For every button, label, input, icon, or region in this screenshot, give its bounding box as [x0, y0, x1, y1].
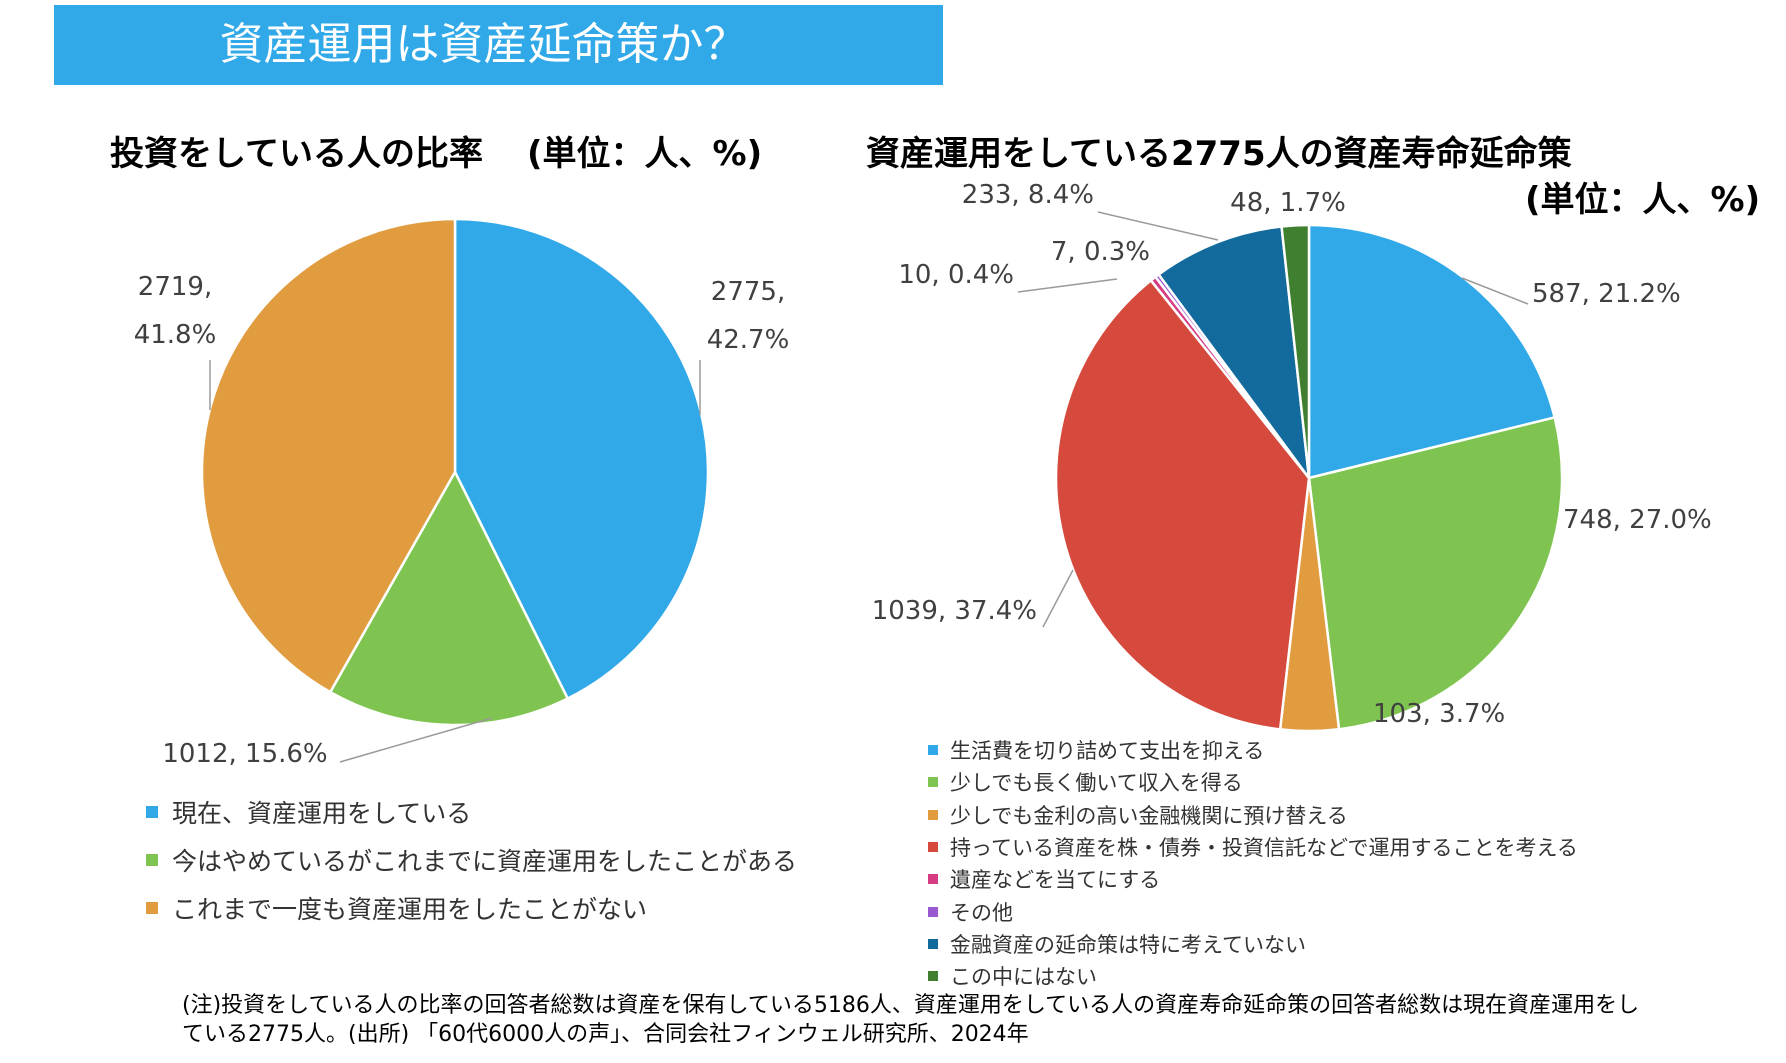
left-slice-2 — [328, 470, 569, 727]
left-legend-item-1: 現在、資産運用をしている — [146, 788, 797, 836]
right-slice-7 — [1157, 225, 1311, 480]
left-data-label-2: 1012, 15.6% — [162, 739, 327, 769]
left-legend-item-3: これまで一度も資産運用をしたことがない — [146, 884, 797, 932]
right-legend-item-2: 少しでも長く働いて収入を得る — [928, 766, 1578, 798]
right-legend-label-2: 少しでも長く働いて収入を得る — [950, 771, 1243, 796]
right-data-label-5: 10, 0.4% — [898, 260, 1014, 290]
right-legend-label-7: 金融資産の延命策は特に考えていない — [950, 932, 1306, 957]
left-chart-title-text: 投資をしている人の比率 — [110, 134, 483, 174]
right-legend-item-6: その他 — [928, 895, 1578, 927]
right-legend-item-1: 生活費を切り詰めて支出を抑える — [928, 734, 1578, 766]
right-legend-label-4: 持っている資産を株・債券・投資信託などで運用することを考える — [950, 836, 1578, 861]
left-legend-swatch-2 — [146, 854, 158, 866]
left-legend-label-3: これまで一度も資産運用をしたことがない — [172, 895, 648, 924]
right-legend-swatch-6 — [928, 906, 938, 917]
left-legend-item-2: 今はやめているがこれまでに資産運用をしたことがある — [146, 836, 797, 884]
right-legend-label-3: 少しでも金利の高い金融機関に預け替える — [950, 803, 1348, 828]
left-slice-1 — [453, 217, 710, 700]
left-legend-swatch-3 — [146, 902, 158, 914]
right-leader-line-5 — [1017, 278, 1118, 293]
footnote-line-1: (注)投資をしている人の比率の回答者総数は資産を保有している5186人、資産運用… — [182, 993, 1640, 1018]
right-legend-swatch-4 — [928, 842, 938, 853]
right-legend-swatch-7 — [928, 938, 938, 949]
right-chart-title: 資産運用をしている2775人の資産寿命延命策 — [866, 134, 1572, 174]
right-legend-item-3: 少しでも金利の高い金融機関に預け替える — [928, 799, 1578, 831]
right-legend-label-5: 遺産などを当てにする — [950, 868, 1161, 893]
right-data-label-8: 48, 1.7% — [1230, 188, 1346, 218]
right-legend-item-5: 遺産などを当てにする — [928, 863, 1578, 895]
right-chart-unit: (単位：人、%) — [1525, 180, 1761, 220]
right-legend-swatch-1 — [928, 745, 938, 756]
right-leader-line-7 — [1097, 211, 1219, 241]
right-data-label-2: 748, 27.0% — [1563, 505, 1712, 535]
left-legend: 現在、資産運用をしている今はやめているがこれまでに資産運用をしたことがある これま… — [146, 788, 797, 932]
left-chart-unit: (単位：人、%) — [526, 134, 763, 174]
right-legend-swatch-8 — [928, 971, 938, 982]
left-legend-label-2: 今はやめているがこれまでに資産運用をしたことがある — [172, 847, 798, 876]
left-data-label-3: 2719, 41.8% — [134, 272, 217, 350]
right-legend-label-6: その他 — [950, 900, 1013, 925]
right-legend: 生活費を切り詰めて支出を抑える 少しでも長く働いて収入を得る少しでも金利の高い金融… — [928, 734, 1578, 992]
right-legend-label-1: 生活費を切り詰めて支出を抑える — [950, 739, 1265, 764]
right-legend-item-8: この中にはない — [928, 960, 1578, 992]
right-data-label-4: 1039, 37.4% — [872, 596, 1037, 626]
footnote-line-2: ている2775人。(出所) 「60代6000人の声」、合同会社フィンウェル研究所… — [182, 1022, 1029, 1047]
right-leader-line-4 — [1042, 569, 1074, 628]
banner-title: 資産運用は資産延命策か？ — [54, 5, 943, 85]
right-slice-4 — [1054, 279, 1311, 731]
right-legend-item-7: 金融資産の延命策は特に考えていない — [928, 928, 1578, 960]
left-data-label-1: 2775, 42.7% — [707, 277, 790, 355]
left-legend-label-1: 現在、資産運用をしている — [172, 799, 472, 828]
right-leader-line-1 — [1461, 277, 1529, 305]
left-legend-swatch-1 — [146, 806, 158, 818]
right-legend-swatch-2 — [928, 777, 938, 788]
right-data-label-7: 233, 8.4% — [962, 180, 1094, 210]
left-leader-line-2 — [339, 717, 493, 763]
right-slice-2 — [1307, 416, 1564, 731]
right-data-label-1: 587, 21.2% — [1532, 279, 1681, 309]
right-legend-swatch-5 — [928, 874, 938, 885]
right-legend-item-4: 持っている資産を株・債券・投資信託などで運用することを考える — [928, 831, 1578, 863]
footnote: (注)投資をしている人の比率の回答者総数は資産を保有している5186人、資産運用… — [182, 991, 1742, 1049]
right-data-label-3: 103, 3.7% — [1373, 699, 1505, 729]
right-legend-swatch-3 — [928, 809, 938, 820]
left-chart-title: 投資をしている人の比率 (単位：人、%) — [110, 126, 762, 175]
right-data-label-6: 7, 0.3% — [1051, 237, 1150, 267]
right-slice-8 — [1280, 223, 1311, 480]
right-legend-label-8: この中にはない — [950, 965, 1097, 990]
